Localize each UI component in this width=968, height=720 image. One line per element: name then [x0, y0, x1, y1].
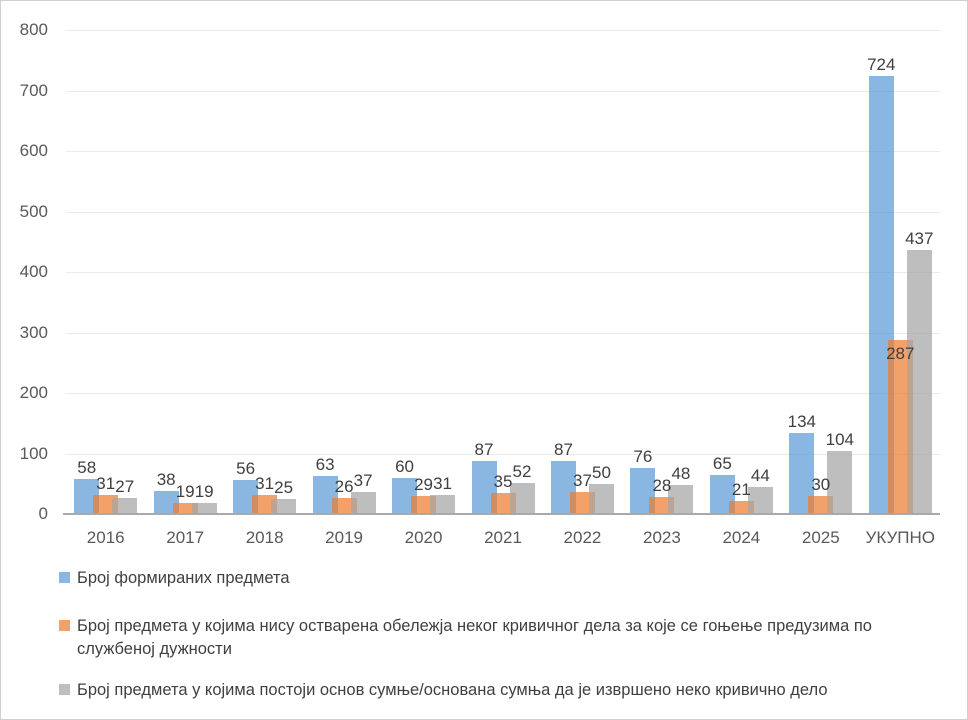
- bar-value-label: 19: [194, 481, 214, 501]
- legend-entry-no-criminal-elements: Број предмета у којима нису остварена об…: [59, 615, 912, 661]
- y-axis-tick-label: 300: [19, 322, 48, 342]
- x-axis-category-label: УКУПНО: [865, 528, 935, 547]
- y-axis-tick-label: 200: [19, 383, 48, 402]
- bar-blue: [153, 491, 179, 514]
- bar-value-label: 287: [886, 344, 915, 364]
- bar-orange: [728, 501, 754, 514]
- bar-orange: [93, 495, 119, 514]
- y-axis-tick-label: 400: [19, 262, 48, 281]
- bar-value-label: 31: [433, 474, 452, 494]
- bar-value-label: 37: [353, 470, 373, 490]
- bar-value-label: 25: [274, 477, 294, 497]
- y-axis-tick-label: 600: [19, 141, 48, 160]
- grid-line: [66, 332, 940, 334]
- bar-orange: [649, 497, 675, 514]
- bar-gray: [271, 498, 297, 514]
- bar-gray: [191, 502, 217, 514]
- bar-value-label: 56: [236, 459, 256, 479]
- bar-value-label: 21: [731, 480, 751, 500]
- grid-line: [66, 30, 940, 31]
- legend-marker-gray: [59, 684, 70, 695]
- x-axis-category-label: 2017: [166, 528, 205, 547]
- bar-value-label: 29: [414, 475, 433, 495]
- legend-entry-grounds-for-suspicion: Број предмета у којима постоји основ сум…: [59, 679, 828, 702]
- bar-gray: [668, 484, 694, 514]
- bar-value-label: 26: [334, 477, 354, 497]
- bar-value-label: 724: [867, 54, 896, 74]
- bar-value-label: 437: [905, 228, 934, 248]
- x-axis-category-label: 2022: [563, 528, 602, 547]
- x-axis-category-label: 2020: [404, 528, 443, 547]
- bar-value-label: 48: [671, 463, 691, 483]
- legend-label: Број формираних предмета: [77, 569, 290, 587]
- y-axis-tick-label: 800: [19, 20, 48, 39]
- bar-gray: [747, 487, 773, 514]
- bar-value-label: 134: [787, 411, 816, 431]
- legend-label: Број предмета у којима постоји основ сум…: [77, 681, 828, 699]
- bar-orange: [490, 492, 516, 514]
- x-axis-category-label: 2025: [801, 528, 840, 547]
- x-axis-category-label: 2018: [245, 528, 284, 547]
- bar-value-label: 35: [493, 471, 513, 491]
- bar-value-label: 28: [652, 476, 672, 496]
- x-axis-category-label: 2016: [86, 528, 125, 547]
- bar-gray: [430, 495, 456, 514]
- x-axis-category-label: 2019: [325, 528, 363, 547]
- bar-value-label: 65: [712, 453, 732, 473]
- bar-gray: [509, 482, 535, 514]
- legend-label: Број предмета у којима нису остварена об…: [77, 617, 872, 658]
- y-axis-tick-label: 700: [19, 80, 48, 100]
- bar-orange: [331, 498, 357, 514]
- bar-value-label: 76: [633, 447, 653, 467]
- bar-gray: [588, 483, 614, 514]
- grid-line: [66, 453, 940, 455]
- x-axis-category-label: 2023: [642, 528, 681, 547]
- legend-entry-formed-cases: Број формираних предмета: [59, 567, 290, 590]
- grid-line: [66, 90, 940, 92]
- bar-gray: [350, 491, 376, 514]
- grid-line: [66, 272, 940, 273]
- bar-gray: [112, 497, 138, 514]
- bar-value-label: 19: [175, 481, 195, 501]
- bar-value-label: 30: [811, 474, 831, 494]
- bar-orange: [569, 491, 595, 514]
- grid-line: [66, 211, 940, 213]
- x-axis-line: [63, 513, 940, 515]
- y-axis-tick-label: 100: [19, 443, 48, 463]
- bar-value-label: 44: [750, 466, 770, 486]
- bar-value-label: 104: [825, 430, 854, 450]
- bar-value-label: 52: [512, 461, 532, 481]
- y-axis-tick-label: 0: [38, 504, 48, 523]
- legend-marker-orange: [59, 620, 70, 631]
- bar-value-label: 63: [315, 454, 335, 474]
- bar-gray: [827, 451, 853, 514]
- bar-value-label: 58: [77, 457, 97, 477]
- bar-orange: [172, 502, 198, 514]
- bar-value-label: 50: [591, 462, 611, 482]
- x-axis-category-label: 2024: [722, 528, 761, 547]
- bar-value-label: 37: [572, 470, 592, 490]
- bar-value-label: 38: [156, 470, 176, 489]
- bar-value-label: 27: [115, 476, 135, 496]
- bar-gray: [906, 249, 932, 514]
- bar-orange: [252, 495, 278, 514]
- x-axis-category-label: 2021: [484, 528, 522, 547]
- bar-value-label: 31: [255, 474, 275, 494]
- y-axis-tick-label: 500: [19, 201, 48, 221]
- bar-orange: [411, 496, 437, 514]
- grid-line: [66, 393, 940, 394]
- bar-value-label: 87: [553, 440, 573, 460]
- bar-value-label: 60: [395, 456, 414, 476]
- bar-orange: [808, 495, 834, 514]
- bar-value-label: 31: [96, 474, 116, 494]
- legend-marker-blue: [59, 572, 70, 583]
- bar-value-label: 87: [474, 440, 494, 460]
- grid-line: [66, 151, 940, 152]
